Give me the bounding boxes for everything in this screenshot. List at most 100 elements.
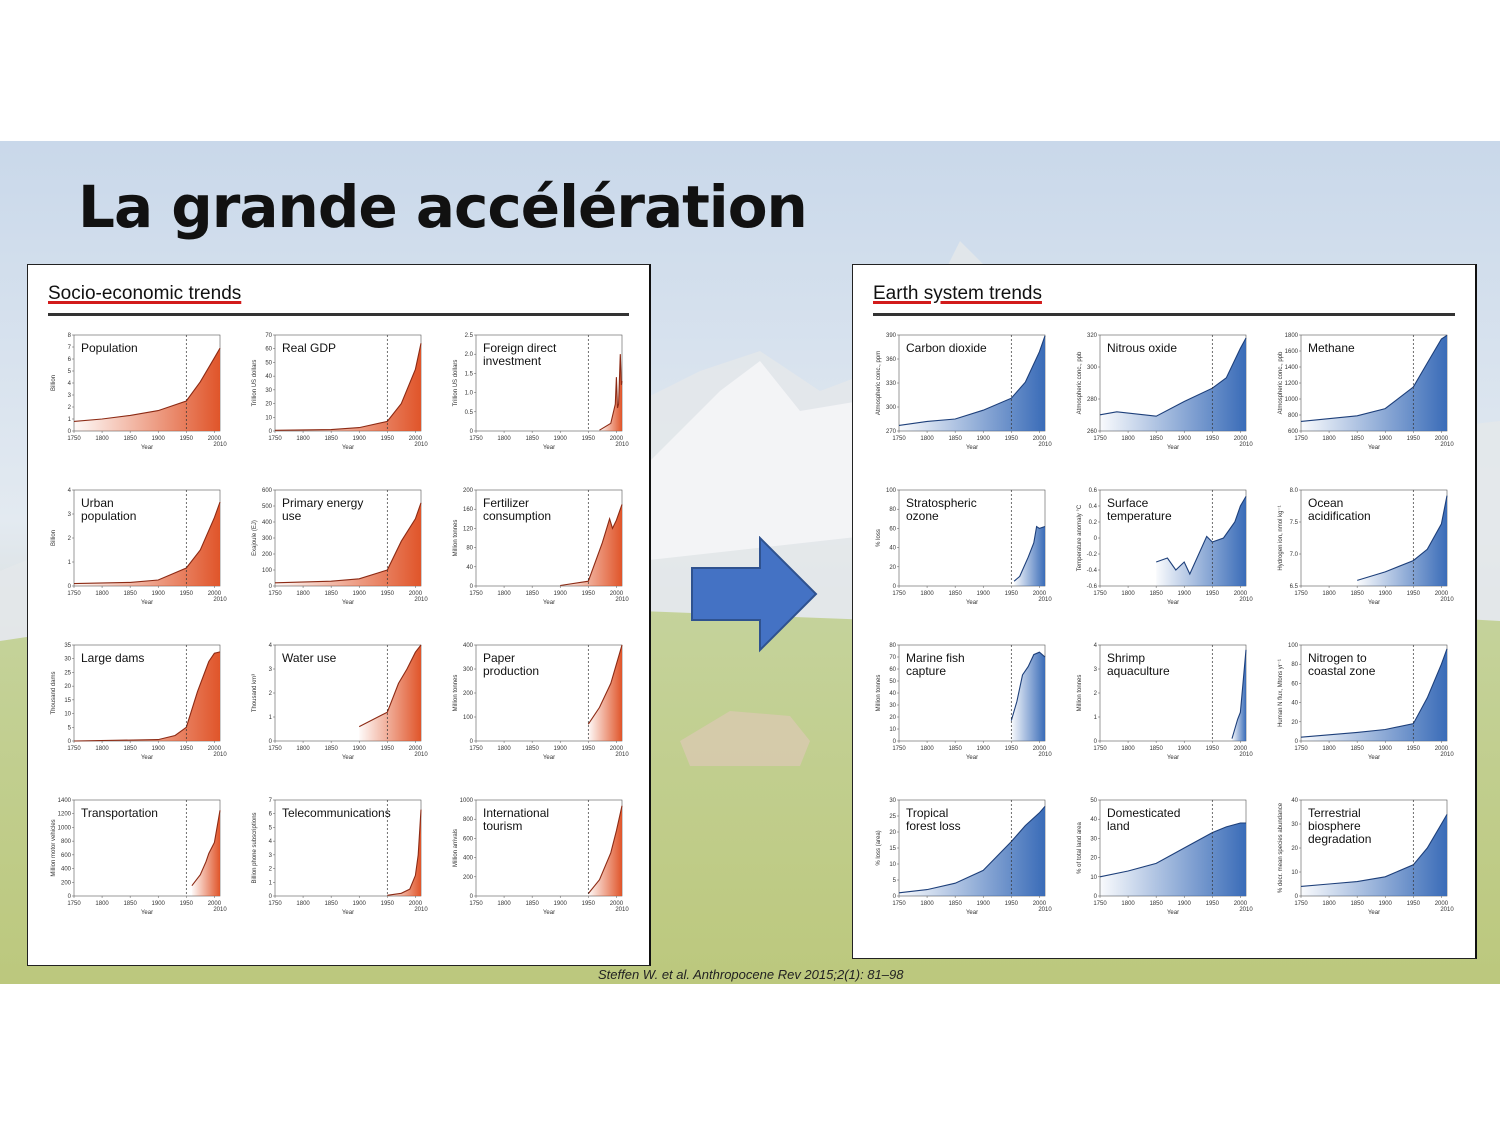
y-tick-label: 60 [265,347,272,353]
y-axis-label: Temperature anomaly °C [1077,504,1083,571]
y-axis-label: Atmospheric conc., ppb [1077,351,1083,414]
y-tick-label: 60 [889,526,896,532]
x-tick-label: 1850 [1350,901,1364,907]
chart-title: Marine fish [906,651,965,665]
x-axis-label: Year [141,600,153,606]
socio-economic-panel: Socio-economic trends Population 0 1 2 3 4 5 6 7… [27,264,651,966]
x-tick-label: 1800 [920,591,934,597]
y-tick-label: 600 [61,853,72,859]
x-end-label: 2010 [213,442,227,448]
series-line [73,651,221,742]
y-tick-label: 300 [262,536,273,542]
series-line [1300,648,1448,738]
earth-system-panel: Earth system trends Carbon dioxide 270 300… [852,264,1477,959]
y-tick-label: 20 [64,684,71,690]
series-area [1100,823,1246,896]
chart-title: consumption [483,509,551,523]
y-tick-label: 390 [886,333,897,339]
y-axis-label: Million tonnes [453,520,459,557]
x-tick-label: 1800 [1322,901,1336,907]
x-tick-label: 1850 [123,436,137,442]
x-tick-label: 1900 [1379,901,1393,907]
x-axis-label: Year [1368,910,1380,916]
y-tick-label: 30 [265,388,272,394]
y-tick-label: 100 [1288,643,1299,649]
slide: La grande accélération Socio-economic tr… [0,141,1500,984]
series-line [1099,822,1246,878]
chart-title: ozone [906,509,939,523]
x-tick-label: 1950 [1005,591,1019,597]
y-tick-label: 2 [269,691,273,697]
y-tick-label: 200 [463,875,474,881]
x-tick-label: 1950 [582,901,596,907]
x-tick-label: 1800 [1322,746,1336,752]
y-axis-label: Thousand km³ [252,674,258,712]
y-tick-label: 160 [463,507,474,513]
y-tick-label: 600 [1288,429,1299,435]
y-tick-label: 10 [1090,875,1097,881]
x-tick-label: 1900 [152,901,166,907]
y-tick-label: 0 [1094,536,1098,542]
x-tick-label: 1750 [1093,901,1107,907]
x-tick-label: 1900 [977,436,991,442]
x-tick-label: 1900 [1178,746,1192,752]
x-axis-label: Year [543,445,555,451]
y-tick-label: 20 [1090,856,1097,862]
x-tick-label: 2000 [610,746,624,752]
x-end-label: 2010 [414,597,428,603]
chart-title: tourism [483,819,522,833]
x-tick-label: 1850 [1350,436,1364,442]
series-area [1011,652,1045,741]
y-tick-label: 200 [262,552,273,558]
y-tick-label: 1200 [1285,381,1299,387]
y-tick-label: 60 [889,667,896,673]
x-axis-label: Year [1167,755,1179,761]
x-tick-label: 1800 [296,591,310,597]
x-tick-label: 1800 [1121,901,1135,907]
x-tick-label: 1900 [152,436,166,442]
chart-title: Shrimp [1107,651,1145,665]
y-axis-label: Thousand dams [51,671,57,714]
chart-title: Ocean [1308,496,1343,510]
x-tick-label: 1900 [353,901,367,907]
y-tick-label: 35 [64,643,71,649]
plot-frame [1099,644,1247,742]
x-axis-label: Year [141,910,153,916]
x-tick-label: 2000 [1033,746,1047,752]
y-tick-label: 3 [269,853,273,859]
x-tick-label: 1900 [1178,901,1192,907]
y-tick-label: 10 [64,712,71,718]
series-area [1156,496,1246,586]
y-tick-label: 300 [463,667,474,673]
x-axis-label: Year [141,445,153,451]
y-tick-label: 0 [68,894,72,900]
y-tick-label: 20 [889,830,896,836]
x-tick-label: 1950 [1206,436,1220,442]
x-tick-label: 1850 [1149,746,1163,752]
x-axis-label: Year [966,600,978,606]
y-tick-label: 100 [886,488,897,494]
chart-title: acidification [1308,509,1371,523]
x-tick-label: 1900 [1178,436,1192,442]
y-tick-label: 2 [68,405,72,411]
y-tick-label: 50 [265,360,272,366]
x-tick-label: 1900 [353,591,367,597]
y-tick-label: 80 [466,546,473,552]
y-tick-label: 3 [1094,667,1098,673]
y-tick-label: 200 [463,691,474,697]
x-axis-label: Year [1368,600,1380,606]
y-tick-label: 1 [269,880,273,886]
y-tick-label: 40 [889,546,896,552]
x-axis-label: Year [966,445,978,451]
chart-title: Stratospheric [906,496,977,510]
x-axis-label: Year [342,600,354,606]
slide-title: La grande accélération [78,173,808,241]
series-line [1010,651,1046,721]
chart-title: coastal zone [1308,664,1376,678]
x-tick-label: 2000 [208,746,222,752]
y-axis-label: Atmospheric conc., ppb [1278,351,1284,414]
y-tick-label: 30 [1090,836,1097,842]
